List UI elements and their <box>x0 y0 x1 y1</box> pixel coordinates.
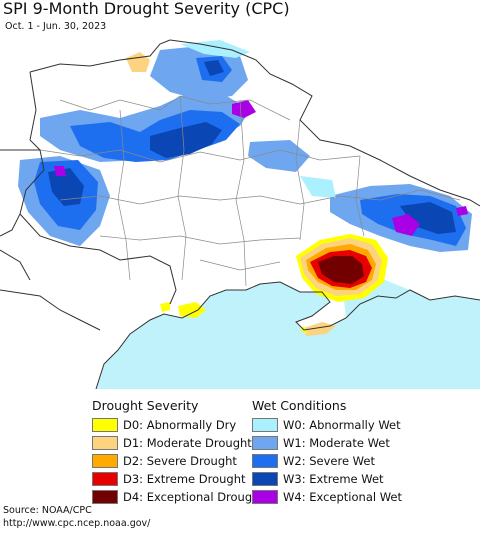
legend-item-d1: D1: Moderate Drought <box>92 434 264 452</box>
swatch-w2 <box>252 454 278 468</box>
d0-west <box>160 302 170 312</box>
legend-item-w2: W2: Severe Wet <box>252 452 402 470</box>
legend-item-d2: D2: Severe Drought <box>92 452 264 470</box>
d0-crimea <box>304 322 336 336</box>
country-borders <box>0 39 480 331</box>
drought-legend-heading: Drought Severity <box>92 398 199 413</box>
legend-item-d4: D4: Exceptional Drought <box>92 488 264 506</box>
drought-legend: Drought Severity D0: Abnormally Dry D1: … <box>92 398 264 506</box>
w4-regions <box>54 100 468 236</box>
swatch-w1 <box>252 436 278 450</box>
drought-map <box>0 33 480 389</box>
swatch-d4 <box>92 490 118 504</box>
d0-odesa <box>178 302 206 318</box>
legend-item-w3: W3: Extreme Wet <box>252 470 402 488</box>
source-link[interactable]: http://www.cpc.ncep.noaa.gov/ <box>3 518 151 529</box>
legend-item-d3: D3: Extreme Drought <box>92 470 264 488</box>
d4-region <box>318 256 364 284</box>
swatch-w4 <box>252 490 278 504</box>
oblast-boundaries <box>39 95 461 287</box>
swatch-d0 <box>92 418 118 432</box>
swatch-d1 <box>92 436 118 450</box>
swatch-w0 <box>252 418 278 432</box>
swatch-d2 <box>92 454 118 468</box>
legend-item-d0: D0: Abnormally Dry <box>92 416 264 434</box>
map-title: SPI 9-Month Drought Severity (CPC) <box>3 0 290 18</box>
swatch-d3 <box>92 472 118 486</box>
source-text: Source: NOAA/CPC <box>3 505 92 516</box>
wet-legend: Wet Conditions W0: Abnormally Wet W1: Mo… <box>252 398 402 506</box>
wet-legend-heading: Wet Conditions <box>252 398 347 413</box>
w0-regions <box>180 40 336 198</box>
date-range: Oct. 1 - Jun. 30, 2023 <box>5 21 107 32</box>
legend-item-w0: W0: Abnormally Wet <box>252 416 402 434</box>
legend-item-w1: W1: Moderate Wet <box>252 434 402 452</box>
legend-item-w4: W4: Exceptional Wet <box>252 488 402 506</box>
swatch-w3 <box>252 472 278 486</box>
coastline <box>95 281 480 389</box>
drought-regions <box>126 52 388 336</box>
